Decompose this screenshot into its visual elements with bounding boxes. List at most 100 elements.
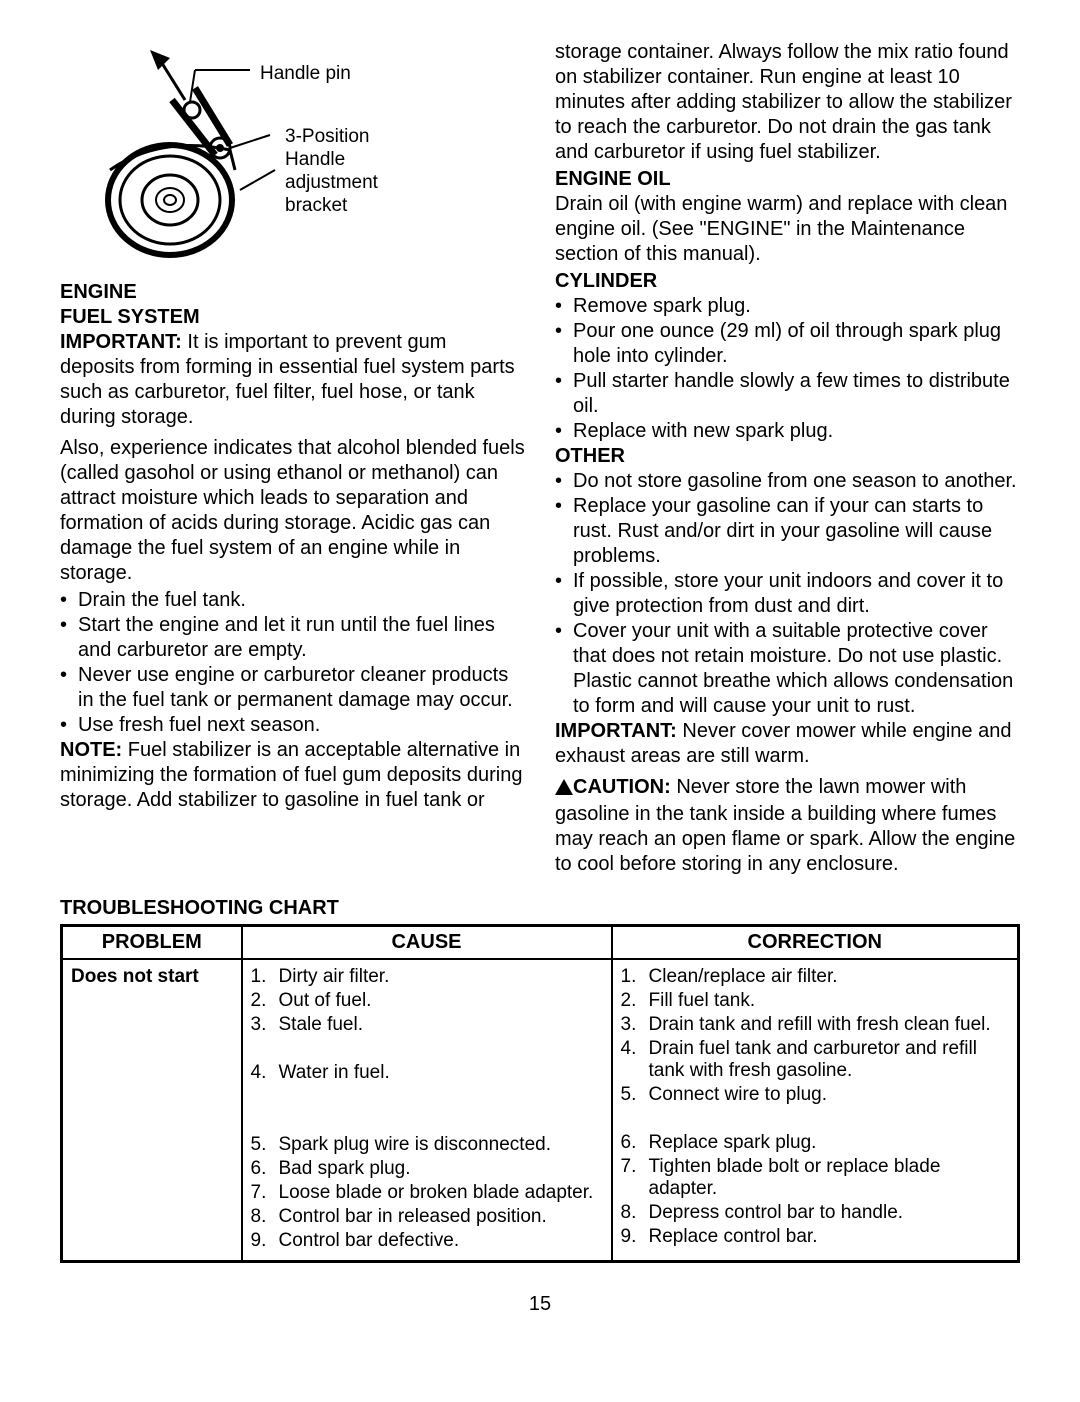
bullet-text: Pour one ounce (29 ml) of oil through sp…	[573, 320, 1001, 367]
bullet-text: Replace with new spark plug.	[573, 420, 833, 442]
cause-item: 9.Control bar defective.	[251, 1230, 603, 1252]
note-paragraph: NOTE: Fuel stabilizer is an acceptable a…	[60, 738, 525, 813]
correction-item: 6.Replace spark plug.	[621, 1132, 1010, 1154]
correction-text: Tighten blade bolt or replace blade adap…	[649, 1156, 1010, 1200]
th-cause: CAUSE	[242, 926, 612, 960]
list-item: Pull starter handle slowly a few times t…	[555, 369, 1020, 419]
list-item: Drain the fuel tank.	[60, 588, 525, 613]
oil-paragraph: Drain oil (with engine warm) and replace…	[555, 192, 1020, 267]
label-bracket-3: adjustment	[285, 171, 378, 195]
list-item: Remove spark plug.	[555, 294, 1020, 319]
correction-text: Drain tank and refill with fresh clean f…	[649, 1014, 1010, 1036]
cylinder-bullets: Remove spark plug. Pour one ounce (29 ml…	[555, 294, 1020, 444]
correction-text: Depress control bar to handle.	[649, 1202, 1010, 1224]
cause-text: Bad spark plug.	[279, 1158, 603, 1180]
th-correction: CORRECTION	[612, 926, 1019, 960]
important-label: IMPORTANT:	[60, 331, 182, 353]
alcohol-paragraph: Also, experience indicates that alcohol …	[60, 436, 525, 586]
correction-text: Clean/replace air filter.	[649, 966, 1010, 988]
cause-item: 5.Spark plug wire is disconnected.	[251, 1134, 603, 1156]
bullet-text: Do not store gasoline from one season to…	[573, 470, 1017, 492]
bullet-text: Remove spark plug.	[573, 295, 751, 317]
cause-item: 8.Control bar in released position.	[251, 1206, 603, 1228]
bullet-text: If possible, store your unit indoors and…	[573, 570, 1003, 617]
cause-text: Water in fuel.	[279, 1062, 603, 1084]
label-bracket-4: bracket	[285, 194, 347, 218]
bullet-text: Drain the fuel tank.	[78, 589, 246, 611]
cause-text: Control bar in released position.	[279, 1206, 603, 1228]
cause-text: Loose blade or broken blade adapter.	[279, 1182, 603, 1204]
bullet-text: Start the engine and let it run until th…	[78, 614, 495, 661]
troubleshooting-table: PROBLEM CAUSE CORRECTION Does not start …	[60, 924, 1020, 1263]
list-item: Cover your unit with a suitable protecti…	[555, 619, 1020, 719]
correction-item: 4.Drain fuel tank and carburetor and ref…	[621, 1038, 1010, 1082]
cell-corrections: 1.Clean/replace air filter. 2.Fill fuel …	[612, 959, 1019, 1262]
label-handle-pin: Handle pin	[260, 62, 351, 86]
note-text: Fuel stabilizer is an acceptable alterna…	[60, 739, 522, 811]
list-item: Do not store gasoline from one season to…	[555, 469, 1020, 494]
right-column: storage container. Always follow the mix…	[555, 40, 1020, 879]
caution-paragraph: CAUTION: Never store the lawn mower with…	[555, 775, 1020, 877]
storage-paragraph: storage container. Always follow the mix…	[555, 40, 1020, 165]
cause-item: 1.Dirty air filter.	[251, 966, 603, 988]
cause-text: Spark plug wire is disconnected.	[279, 1134, 603, 1156]
chart-title: TROUBLESHOOTING CHART	[60, 897, 1020, 920]
caution-label: CAUTION:	[573, 776, 671, 798]
important-paragraph: IMPORTANT: It is important to prevent gu…	[60, 330, 525, 430]
cause-text: Dirty air filter.	[279, 966, 603, 988]
list-item: If possible, store your unit indoors and…	[555, 569, 1020, 619]
fuel-bullets: Drain the fuel tank. Start the engine an…	[60, 588, 525, 738]
cause-item: 3.Stale fuel.	[251, 1014, 603, 1036]
note-label: NOTE:	[60, 739, 122, 761]
bullet-text: Replace your gasoline can if your can st…	[573, 495, 992, 567]
cell-causes: 1.Dirty air filter. 2.Out of fuel. 3.Sta…	[242, 959, 612, 1262]
correction-item: 5.Connect wire to plug.	[621, 1084, 1010, 1106]
warning-icon	[555, 777, 573, 802]
heading-other: OTHER	[555, 444, 1020, 469]
label-bracket-1: 3-Position	[285, 125, 370, 149]
list-item: Replace your gasoline can if your can st…	[555, 494, 1020, 569]
important2-label: IMPORTANT:	[555, 720, 677, 742]
other-bullets: Do not store gasoline from one season to…	[555, 469, 1020, 719]
cause-text: Stale fuel.	[279, 1014, 603, 1036]
th-problem: PROBLEM	[62, 926, 242, 960]
cause-text: Control bar defective.	[279, 1230, 603, 1252]
heading-engine: ENGINE	[60, 280, 525, 305]
correction-item: 9.Replace control bar.	[621, 1226, 1010, 1248]
heading-cylinder: CYLINDER	[555, 269, 1020, 294]
list-item: Start the engine and let it run until th…	[60, 613, 525, 663]
cause-item: 4.Water in fuel.	[251, 1062, 603, 1084]
list-item: Pour one ounce (29 ml) of oil through sp…	[555, 319, 1020, 369]
table-row: Does not start 1.Dirty air filter. 2.Out…	[62, 959, 1019, 1262]
heading-fuel-system: FUEL SYSTEM	[60, 305, 525, 330]
label-bracket-2: Handle	[285, 148, 345, 172]
important2-paragraph: IMPORTANT: Never cover mower while engin…	[555, 719, 1020, 769]
handle-diagram: Handle pin 3-Position Handle adjustment …	[60, 40, 525, 270]
correction-text: Fill fuel tank.	[649, 990, 1010, 1012]
cell-problem: Does not start	[62, 959, 242, 1262]
correction-item: 8.Depress control bar to handle.	[621, 1202, 1010, 1224]
cause-item: 6.Bad spark plug.	[251, 1158, 603, 1180]
cause-item: 2.Out of fuel.	[251, 990, 603, 1012]
heading-engine-oil: ENGINE OIL	[555, 167, 1020, 192]
correction-item: 2.Fill fuel tank.	[621, 990, 1010, 1012]
cause-item: 7.Loose blade or broken blade adapter.	[251, 1182, 603, 1204]
correction-item: 3.Drain tank and refill with fresh clean…	[621, 1014, 1010, 1036]
list-item: Never use engine or carburetor cleaner p…	[60, 663, 525, 713]
left-column: Handle pin 3-Position Handle adjustment …	[60, 40, 525, 879]
list-item: Use fresh fuel next season.	[60, 713, 525, 738]
correction-text: Connect wire to plug.	[649, 1084, 1010, 1106]
correction-text: Replace spark plug.	[649, 1132, 1010, 1154]
bullet-text: Use fresh fuel next season.	[78, 714, 320, 736]
list-item: Replace with new spark plug.	[555, 419, 1020, 444]
bullet-text: Never use engine or carburetor cleaner p…	[78, 664, 513, 711]
table-header-row: PROBLEM CAUSE CORRECTION	[62, 926, 1019, 960]
correction-text: Replace control bar.	[649, 1226, 1010, 1248]
page-number: 15	[60, 1293, 1020, 1316]
correction-text: Drain fuel tank and carburetor and refil…	[649, 1038, 1010, 1082]
correction-item: 7.Tighten blade bolt or replace blade ad…	[621, 1156, 1010, 1200]
cause-text: Out of fuel.	[279, 990, 603, 1012]
correction-item: 1.Clean/replace air filter.	[621, 966, 1010, 988]
bullet-text: Pull starter handle slowly a few times t…	[573, 370, 1010, 417]
page-columns: Handle pin 3-Position Handle adjustment …	[60, 40, 1020, 879]
